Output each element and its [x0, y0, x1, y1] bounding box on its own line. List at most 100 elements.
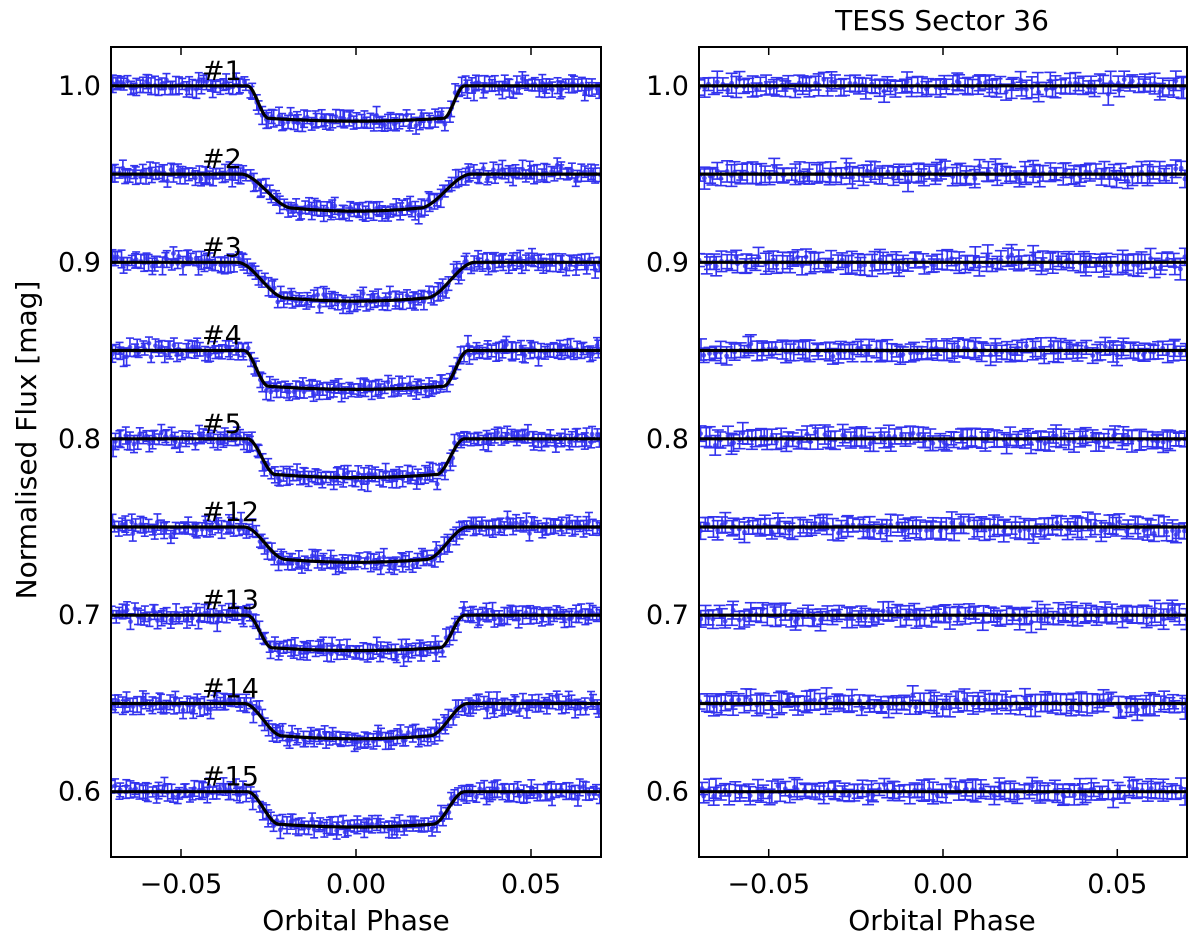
- model-line: [111, 437, 601, 480]
- data-point: [463, 79, 472, 100]
- data-point: [809, 424, 822, 440]
- x-tick-label: 0.05: [501, 869, 561, 900]
- y-tick-label: 0.8: [58, 424, 101, 455]
- series-#5-left: [111, 423, 601, 493]
- y-tick-label: 1.0: [646, 71, 689, 102]
- data-point: [133, 434, 142, 451]
- series-row-0-right: [699, 70, 1187, 106]
- data-point: [934, 521, 947, 541]
- model-line: [111, 260, 601, 303]
- y-tick-label: 0.7: [646, 600, 689, 631]
- data-point: [303, 110, 312, 125]
- data-point: [119, 77, 128, 91]
- right-x-axis-label: Orbital Phase: [848, 904, 1036, 937]
- series-row-3-right: [699, 333, 1187, 367]
- data-point: [997, 519, 1010, 543]
- data-point: [588, 346, 597, 362]
- data-point: [239, 253, 248, 271]
- data-point: [125, 431, 134, 451]
- data-point: [952, 690, 965, 713]
- series-row-8-right: [699, 776, 1187, 809]
- model-line: [111, 348, 601, 391]
- y-tick-label: 0.9: [646, 247, 689, 278]
- y-tick-label: 0.9: [58, 247, 101, 278]
- x-tick-label: −0.05: [140, 869, 223, 900]
- data-point: [417, 109, 426, 124]
- series-#15-left: [111, 776, 601, 840]
- transit-label: #12: [202, 497, 259, 528]
- data-point: [719, 511, 732, 534]
- transit-label: #4: [202, 321, 242, 352]
- left-x-axis-label: Orbital Phase: [262, 904, 450, 937]
- series-#12-left: [111, 510, 601, 576]
- data-point: [125, 169, 134, 184]
- right-panel-title: TESS Sector 36: [834, 4, 1049, 37]
- transit-label: #15: [202, 762, 259, 793]
- series-#13-left: [111, 600, 601, 668]
- data-point: [229, 256, 238, 273]
- y-tick-label: 1.0: [58, 71, 101, 102]
- data-point: [711, 70, 724, 94]
- data-point: [494, 163, 503, 179]
- data-point: [1099, 601, 1112, 623]
- data-point: [151, 162, 160, 181]
- data-point: [866, 253, 879, 278]
- left-y-axis-label: Normalised Flux [mag]: [10, 281, 43, 600]
- series-#14-left: [111, 690, 601, 753]
- data-point: [433, 477, 442, 491]
- data-point: [205, 170, 214, 186]
- series-#3-left: [111, 246, 601, 315]
- data-point: [208, 79, 217, 99]
- data-point: [315, 383, 324, 401]
- x-tick-label: 0.00: [913, 869, 973, 900]
- x-tick-label: −0.05: [727, 869, 810, 900]
- series-#1-left: [111, 71, 601, 135]
- left-panel: #1 #2 #3 #4 #5 #12 #13 #14 #15 0.6 0.7 0.8 0.9 1.0 −0.…: [58, 46, 602, 900]
- model-line: [111, 172, 601, 213]
- data-point: [1179, 697, 1187, 720]
- data-point: [744, 601, 757, 623]
- series-row-1-right: [699, 157, 1187, 193]
- transit-label: #14: [202, 673, 259, 704]
- data-point: [192, 521, 201, 539]
- data-point: [744, 785, 757, 806]
- transit-label: #5: [202, 409, 242, 440]
- series-row-4-right: [699, 421, 1187, 456]
- series-#2-left: [111, 157, 601, 225]
- series-#4-left: [111, 334, 601, 403]
- model-line: [111, 84, 601, 123]
- data-point: [371, 466, 380, 483]
- data-point: [859, 77, 872, 100]
- transit-label: #3: [202, 232, 242, 263]
- data-point: [162, 249, 171, 269]
- data-point: [398, 377, 407, 392]
- y-tick-label: 0.7: [58, 600, 101, 631]
- x-tick-label: 0.00: [326, 869, 386, 900]
- transit-label: #1: [202, 56, 242, 87]
- series-row-5-right: [699, 511, 1187, 544]
- data-point: [293, 113, 302, 133]
- data-point: [201, 345, 210, 362]
- y-tick-label: 0.6: [646, 777, 689, 808]
- data-point: [169, 246, 178, 261]
- transit-label: #2: [202, 144, 242, 175]
- y-tick-label: 0.6: [58, 777, 101, 808]
- data-point: [514, 429, 523, 442]
- data-point: [845, 688, 858, 712]
- data-point: [771, 512, 784, 535]
- data-point: [171, 435, 180, 449]
- data-point: [279, 291, 288, 309]
- data-point: [537, 431, 546, 452]
- data-point: [1112, 695, 1125, 719]
- x-tick-label: 0.05: [1087, 869, 1147, 900]
- data-point: [824, 161, 837, 184]
- y-tick-label: 0.8: [646, 424, 689, 455]
- data-point: [296, 470, 305, 486]
- series-row-7-right: [699, 685, 1187, 722]
- data-point: [395, 466, 404, 480]
- series-row-6-right: [699, 599, 1187, 634]
- transit-label: #13: [202, 585, 259, 616]
- right-panel: 0.6 0.7 0.8 0.9 1.0 −0.05 0.00 0.05: [646, 46, 1188, 900]
- series-row-2-right: [699, 243, 1187, 281]
